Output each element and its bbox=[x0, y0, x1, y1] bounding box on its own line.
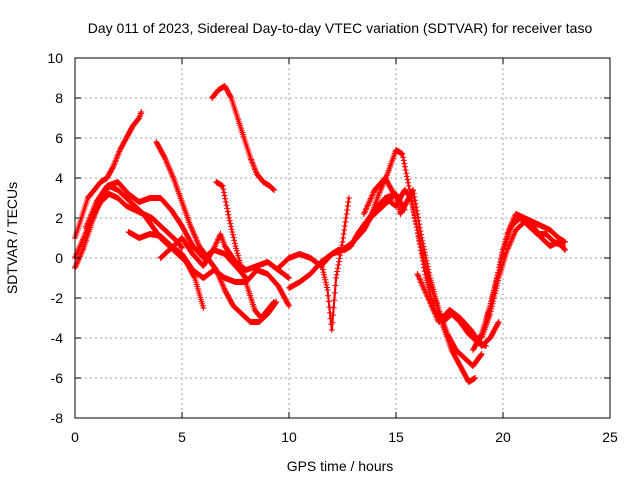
plot-frame bbox=[74, 57, 611, 419]
series-line bbox=[155, 140, 278, 324]
series-arc-19 bbox=[482, 215, 566, 325]
series-markers bbox=[318, 195, 352, 333]
series-markers bbox=[358, 147, 489, 349]
y-tick-label: 10 bbox=[47, 50, 63, 66]
x-tick-label: 0 bbox=[71, 429, 79, 445]
series-arc-7 bbox=[157, 231, 292, 281]
series-markers bbox=[482, 215, 566, 325]
x-tick-label: 25 bbox=[602, 429, 618, 445]
series-layer bbox=[72, 83, 569, 385]
series-arc-16 bbox=[414, 271, 502, 349]
series-arc-11 bbox=[286, 195, 395, 291]
y-tick-label: -4 bbox=[51, 330, 64, 346]
series-markers bbox=[213, 179, 277, 321]
x-tick-label: 20 bbox=[495, 429, 511, 445]
y-tick-label: 0 bbox=[55, 250, 63, 266]
y-tick-label: 8 bbox=[55, 90, 63, 106]
x-axis-label: GPS time / hours bbox=[287, 458, 394, 474]
series-markers bbox=[153, 139, 280, 325]
y-tick-label: -2 bbox=[51, 290, 64, 306]
series-markers bbox=[125, 229, 292, 309]
series-arc-12 bbox=[318, 195, 352, 333]
chart-title: Day 011 of 2023, Sidereal Day-to-day VTE… bbox=[88, 20, 593, 36]
series-arc-5 bbox=[125, 229, 292, 309]
y-tick-label: 6 bbox=[55, 130, 63, 146]
series-markers bbox=[414, 271, 502, 349]
ticks: 0 5 10 15 20 25 -8 -6 -4 -2 0 2 4 6 8 10 bbox=[47, 50, 618, 445]
series-arc-15 bbox=[358, 147, 489, 349]
series-markers bbox=[72, 109, 145, 241]
series-arc-4 bbox=[82, 179, 250, 281]
series-markers bbox=[157, 231, 292, 281]
y-tick-label: -6 bbox=[51, 370, 64, 386]
y-tick-label: 2 bbox=[55, 210, 63, 226]
series-arc-8 bbox=[213, 179, 277, 321]
x-tick-label: 10 bbox=[281, 429, 297, 445]
series-arc-1 bbox=[72, 109, 145, 241]
y-tick-label: 4 bbox=[55, 170, 63, 186]
series-arc-9 bbox=[209, 83, 277, 193]
series-markers bbox=[286, 195, 395, 291]
series-line bbox=[127, 230, 291, 308]
series-arc-6 bbox=[153, 139, 280, 325]
series-markers bbox=[209, 83, 277, 193]
y-axis-label: SDTVAR / TECUs bbox=[4, 182, 20, 294]
y-tick-label: -8 bbox=[51, 410, 64, 426]
x-tick-label: 15 bbox=[388, 429, 404, 445]
x-tick-label: 5 bbox=[178, 429, 186, 445]
